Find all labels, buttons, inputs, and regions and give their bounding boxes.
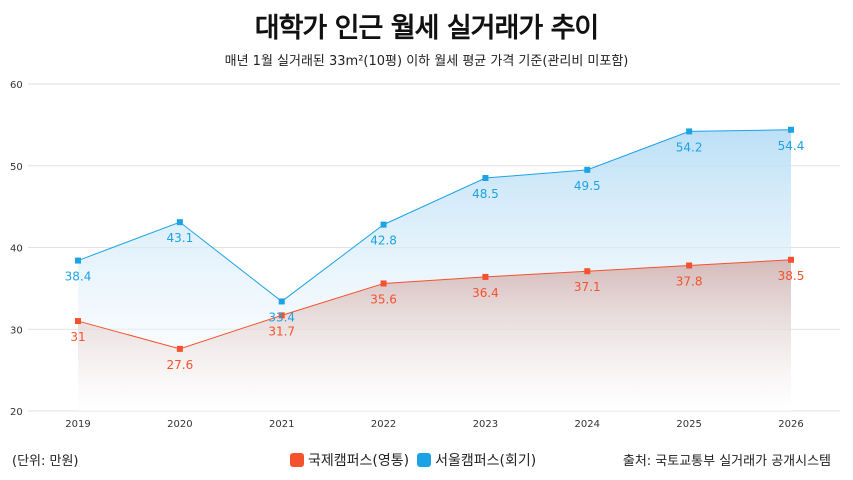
data-point	[278, 312, 285, 319]
data-label: 42.8	[370, 234, 397, 248]
y-tick-label: 60	[10, 80, 23, 91]
y-tick-label: 50	[10, 162, 23, 173]
data-point	[788, 126, 794, 133]
data-point	[584, 268, 591, 275]
y-tick-label: 40	[10, 244, 23, 255]
legend: 국제캠퍼스(영통) 서울캠퍼스(회기)	[290, 450, 536, 470]
data-label: 36.4	[472, 286, 499, 300]
unit-note: (단위: 만원)	[12, 454, 79, 469]
legend-swatch-blue	[417, 453, 432, 467]
data-point	[788, 256, 794, 263]
legend-item-yeongtong: 국제캠퍼스(영통)	[290, 450, 409, 470]
data-label: 43.1	[166, 231, 193, 245]
area-0	[78, 259, 791, 411]
data-point	[278, 298, 285, 305]
data-label: 37.1	[574, 280, 601, 294]
legend-label: 서울캠퍼스(회기)	[435, 453, 537, 469]
data-label: 27.6	[166, 358, 193, 372]
x-tick-label: 2020	[167, 419, 192, 430]
x-tick-label: 2026	[778, 419, 803, 430]
data-point	[75, 257, 81, 264]
data-label: 38.4	[65, 270, 92, 284]
legend-label: 국제캠퍼스(영통)	[308, 453, 410, 469]
data-point	[176, 345, 183, 352]
data-label: 31	[70, 330, 85, 344]
series-line	[77, 129, 792, 303]
x-tick-label: 2021	[269, 419, 294, 430]
legend-swatch-red	[290, 453, 304, 467]
data-point	[380, 280, 387, 287]
y-tick-label: 30	[10, 325, 23, 336]
chart-subtitle: 매년 1월 실거래된 33m²(10평) 이하 월세 평균 가격 기준(관리비 …	[224, 54, 629, 69]
data-point	[482, 273, 489, 280]
chart-title: 대학가 인근 월세 실거래가 추이	[254, 13, 600, 44]
y-tick-label: 20	[10, 407, 23, 418]
data-point	[686, 262, 693, 269]
data-label: 38.5	[778, 269, 805, 283]
data-point	[380, 221, 387, 228]
data-label: 48.5	[472, 187, 499, 201]
data-label: 49.5	[574, 179, 601, 193]
legend-item-hoegi: 서울캠퍼스(회기)	[417, 450, 536, 470]
x-tick-label: 2019	[65, 419, 90, 430]
data-point	[584, 166, 591, 173]
x-tick-label: 2024	[575, 419, 600, 430]
source-note: 출처: 국토교통부 실거래가 공개시스템	[622, 454, 831, 469]
data-label: 33.4	[268, 310, 295, 324]
data-point	[482, 175, 489, 182]
data-label: 37.8	[676, 274, 703, 288]
data-point	[75, 318, 81, 325]
data-label: 54.4	[778, 139, 805, 153]
series-line	[77, 259, 792, 350]
data-label: 54.2	[676, 140, 703, 154]
x-tick-label: 2022	[371, 419, 396, 430]
data-label: 31.7	[268, 324, 295, 338]
x-tick-label: 2025	[676, 419, 701, 430]
x-tick-label: 2023	[473, 419, 498, 430]
data-point	[686, 128, 693, 135]
data-label: 35.6	[370, 292, 397, 306]
data-point	[176, 219, 183, 226]
